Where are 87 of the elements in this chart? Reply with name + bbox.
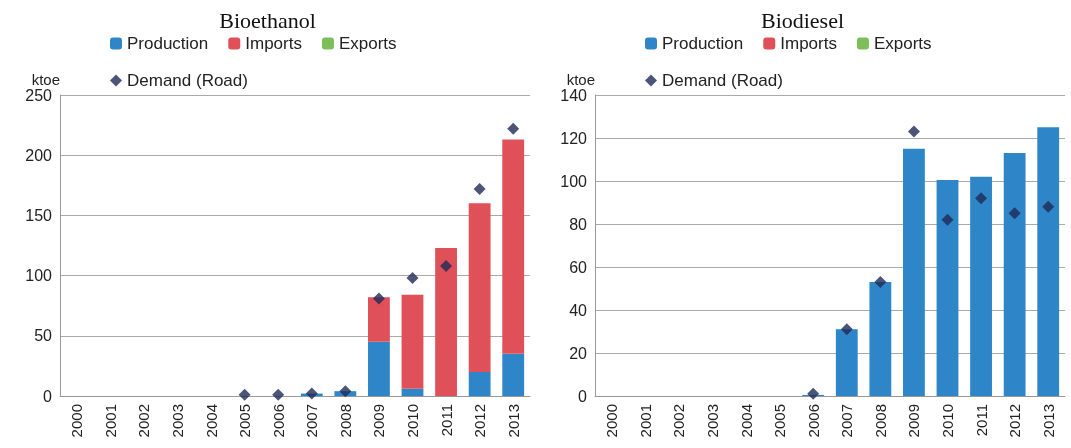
point <box>907 125 920 138</box>
bar <box>502 353 525 396</box>
bar <box>401 294 424 389</box>
x-tick-label: 2009 <box>905 404 923 438</box>
point <box>941 213 954 226</box>
point <box>339 385 352 398</box>
x-tick-label: 2010 <box>939 404 956 438</box>
bar <box>1037 127 1060 396</box>
x-tick-label: 2004 <box>202 404 220 438</box>
x-tick-label: 2000 <box>603 404 621 438</box>
legend-label: Demand (Road) <box>127 71 248 90</box>
chart-title: Biodiesel <box>760 7 845 33</box>
x-tick-label: 2009 <box>370 404 388 438</box>
point <box>975 192 988 205</box>
x-tick-label: 2011 <box>972 404 990 437</box>
legend-label: Imports <box>780 34 837 53</box>
x-tick-label: 2013 <box>1039 404 1057 438</box>
bar <box>970 176 992 396</box>
x-tick-label: 2006 <box>804 404 822 438</box>
x-tick-label: 2010 <box>404 404 421 438</box>
y-axis-title: ktoe <box>566 71 595 88</box>
point <box>272 388 285 401</box>
y-tick-label: 50 <box>34 327 53 345</box>
bar <box>401 388 424 396</box>
y-tick-label: 40 <box>569 301 588 319</box>
x-tick-label: 2008 <box>871 404 889 438</box>
y-tick-label: 80 <box>569 215 588 233</box>
legend-label: Demand (Road) <box>662 71 783 90</box>
y-tick-label: 100 <box>560 172 588 190</box>
bar <box>903 148 925 396</box>
x-tick-label: 2012 <box>1006 404 1024 438</box>
point <box>507 122 520 135</box>
x-tick-label: 2006 <box>269 404 287 438</box>
x-tick-label: 2000 <box>68 404 86 438</box>
chart-title: Bioethanol <box>219 7 316 33</box>
bar <box>835 329 858 396</box>
x-tick-label: 2003 <box>169 404 186 438</box>
y-tick-label: 120 <box>560 129 588 147</box>
y-tick-label: 0 <box>578 387 588 405</box>
bar <box>368 297 390 342</box>
bar <box>468 371 491 396</box>
legend-label: Exports <box>338 34 397 53</box>
point <box>406 272 419 285</box>
y-axis-title: ktoe <box>31 71 60 88</box>
x-tick-label: 2011 <box>437 404 455 437</box>
x-tick-label: 2003 <box>704 404 721 438</box>
legend-label: Imports <box>245 34 302 53</box>
point <box>1042 200 1055 213</box>
legend-label: Exports <box>873 34 932 53</box>
y-tick-label: 0 <box>43 387 53 405</box>
x-tick-label: 2005 <box>236 404 254 438</box>
y-tick-label: 140 <box>560 86 588 104</box>
y-tick-label: 100 <box>25 267 53 285</box>
bar <box>1003 153 1026 396</box>
point <box>473 182 486 195</box>
x-tick-label: 2013 <box>504 404 522 438</box>
y-tick-label: 20 <box>569 344 588 362</box>
bar <box>502 139 525 354</box>
x-tick-label: 2002 <box>670 404 688 438</box>
point <box>874 276 887 289</box>
x-tick-label: 2007 <box>303 404 321 438</box>
point <box>372 292 385 305</box>
bar <box>435 247 457 396</box>
bar <box>368 341 390 396</box>
point <box>440 259 453 272</box>
bar <box>936 179 959 396</box>
point <box>807 387 820 400</box>
y-tick-label: 250 <box>25 86 53 104</box>
legend-label: Production <box>662 34 744 53</box>
point <box>305 387 318 400</box>
y-tick-label: 150 <box>25 206 53 224</box>
point <box>840 323 853 336</box>
x-tick-label: 2002 <box>135 404 153 438</box>
y-tick-label: 60 <box>569 258 588 276</box>
x-tick-label: 2007 <box>838 404 856 438</box>
y-tick-label: 200 <box>25 146 53 164</box>
bar <box>468 203 491 372</box>
x-tick-label: 2008 <box>336 404 354 438</box>
x-tick-label: 2004 <box>737 404 755 438</box>
x-tick-label: 2005 <box>771 404 789 438</box>
x-tick-label: 2012 <box>471 404 489 438</box>
x-tick-label: 2001 <box>636 404 654 438</box>
point <box>238 388 251 401</box>
legend-label: Production <box>127 34 209 53</box>
x-tick-label: 2001 <box>101 404 119 438</box>
point <box>1008 207 1021 220</box>
bar <box>869 282 892 396</box>
